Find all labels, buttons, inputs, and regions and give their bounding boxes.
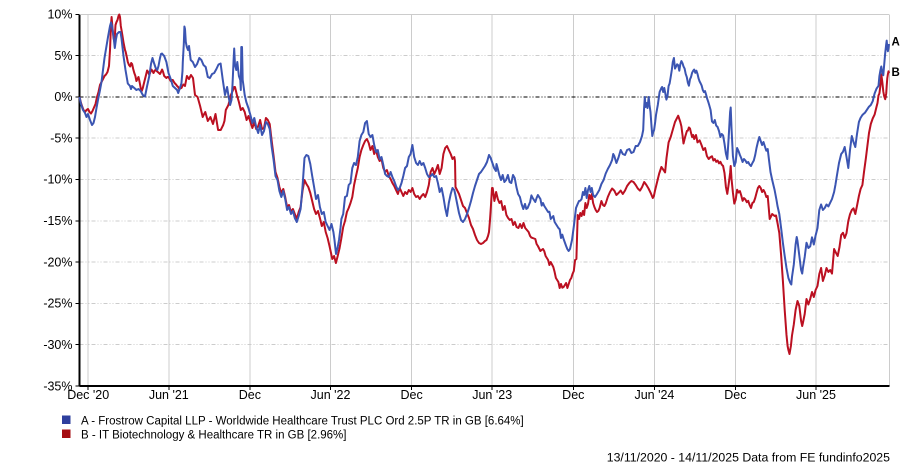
svg-text:-35%: -35% [43,379,72,393]
svg-text:-10%: -10% [43,173,72,187]
svg-text:Dec: Dec [724,388,746,402]
svg-text:Dec: Dec [239,388,261,402]
svg-text:-30%: -30% [43,338,72,352]
svg-text:Jun '23: Jun '23 [472,388,512,402]
svg-text:Jun '21: Jun '21 [149,388,189,402]
svg-text:B: B [892,67,900,79]
svg-text:Dec: Dec [400,388,422,402]
svg-text:13/11/2020 - 14/11/2025 Data f: 13/11/2020 - 14/11/2025 Data from FE fun… [607,451,890,465]
svg-text:B - IT Biotechnology & Healthc: B - IT Biotechnology & Healthcare TR in … [81,430,346,442]
svg-text:Jun '22: Jun '22 [311,388,351,402]
svg-text:-25%: -25% [43,297,72,311]
svg-text:0%: 0% [54,90,72,104]
svg-text:-15%: -15% [43,214,72,228]
svg-text:Jun '25: Jun '25 [796,388,836,402]
svg-text:A - Frostrow Capital LLP - Wor: A - Frostrow Capital LLP - Worldwide Hea… [81,416,524,428]
svg-text:Dec '20: Dec '20 [67,388,109,402]
svg-text:10%: 10% [47,8,72,22]
svg-text:-5%: -5% [50,131,72,145]
svg-text:Dec: Dec [562,388,584,402]
svg-text:A: A [892,37,900,49]
svg-text:Jun '24: Jun '24 [634,388,674,402]
svg-text:5%: 5% [54,49,72,63]
svg-text:-20%: -20% [43,255,72,269]
